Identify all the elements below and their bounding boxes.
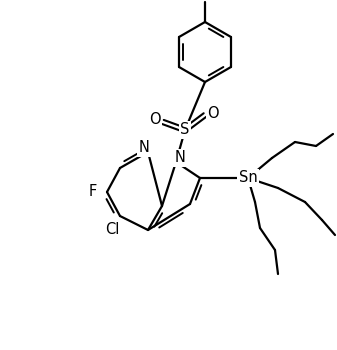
Text: Sn: Sn xyxy=(239,170,257,186)
Text: N: N xyxy=(175,150,185,166)
Text: O: O xyxy=(149,112,161,127)
Text: N: N xyxy=(139,140,149,155)
Text: Cl: Cl xyxy=(105,223,119,238)
Text: S: S xyxy=(180,122,190,138)
Text: O: O xyxy=(207,105,219,120)
Text: F: F xyxy=(89,184,97,200)
